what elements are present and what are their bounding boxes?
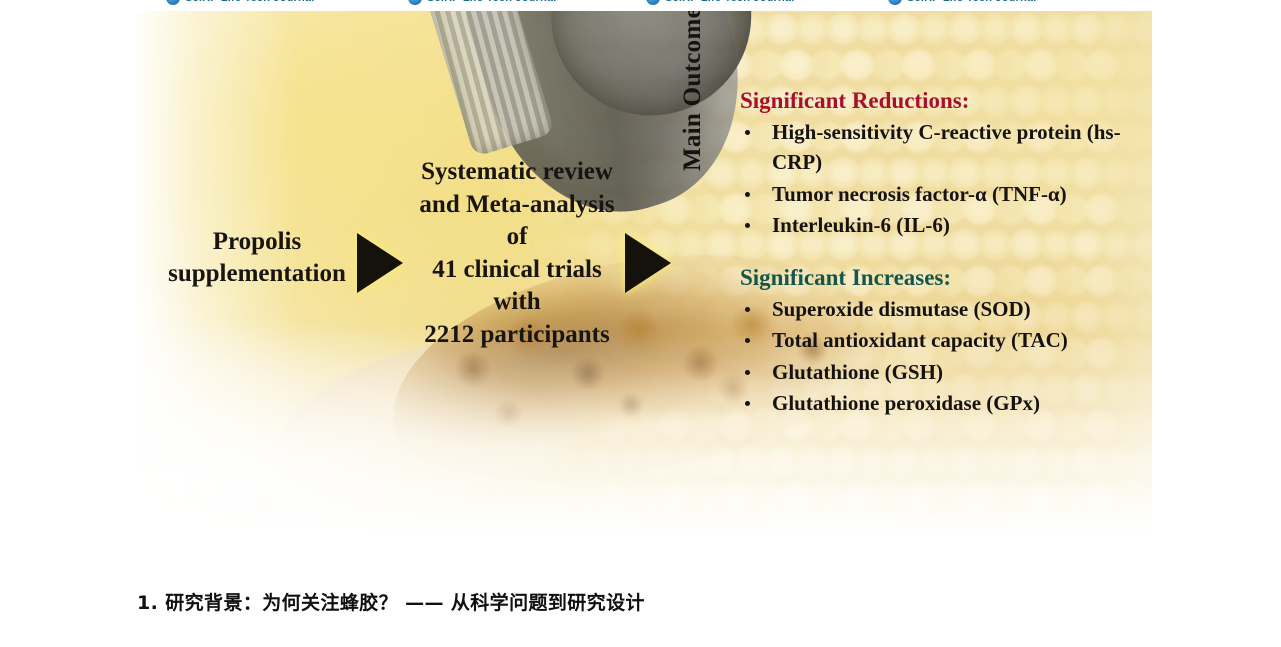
journal-logo-icon: [408, 0, 422, 5]
bullet-icon: [745, 191, 750, 197]
list-item: High-sensitivity C-reactive protein (hs-…: [740, 117, 1152, 177]
significant-reductions-heading: Significant Reductions:: [740, 88, 970, 113]
journal-banner-label: SciRP Life Tech Journal: [427, 0, 557, 4]
bullet-icon: [745, 222, 750, 228]
journal-banner-label: SciRP Life Tech Journal: [907, 0, 1037, 4]
significant-reductions-list: High-sensitivity C-reactive protein (hs-…: [740, 117, 1152, 240]
main-outcomes-lists: Significant Reductions: High-sensitivity…: [740, 87, 1152, 419]
list-item: Glutathione (GSH): [740, 357, 1152, 387]
bullet-icon: [745, 400, 750, 406]
list-item-label: Tumor necrosis factor-α (TNF-α): [772, 181, 1067, 206]
journal-banner-strip: SciRP Life Tech Journal SciRP Life Tech …: [136, 0, 1152, 11]
bullet-icon: [745, 338, 750, 344]
significant-reductions-block: Significant Reductions: High-sensitivity…: [740, 87, 1152, 240]
list-item-label: Glutathione peroxidase (GPx): [772, 390, 1040, 415]
right-arrow-icon: [625, 233, 671, 293]
list-item: Total antioxidant capacity (TAC): [740, 325, 1152, 355]
list-item-label: Glutathione (GSH): [772, 359, 943, 384]
journal-logo-icon: [888, 0, 902, 5]
list-item: Glutathione peroxidase (GPx): [740, 388, 1152, 418]
list-item: Tumor necrosis factor-α (TNF-α): [740, 179, 1152, 209]
journal-banner-item: SciRP Life Tech Journal: [646, 0, 795, 5]
bullet-icon: [745, 369, 750, 375]
stage-label-propolis-supplementation: Propolis supplementation: [168, 228, 346, 287]
bullet-icon: [745, 307, 750, 313]
list-item-label: Total antioxidant capacity (TAC): [772, 328, 1068, 353]
slide-caption: 1. 研究背景：为何关注蜂胶？ —— 从科学问题到研究设计: [137, 592, 645, 614]
list-item: Interleukin-6 (IL-6): [740, 210, 1152, 240]
graphical-abstract-figure: Propolis supplementation Systematic revi…: [136, 11, 1152, 551]
stage-label-systematic-review: Systematic review and Meta-analysis of 4…: [419, 158, 615, 348]
list-item-label: Superoxide dismutase (SOD): [772, 297, 1031, 322]
list-item: Superoxide dismutase (SOD): [740, 294, 1152, 324]
significant-increases-block: Significant Increases: Superoxide dismut…: [740, 264, 1152, 418]
journal-banner-label: SciRP Life Tech Journal: [185, 0, 315, 4]
journal-banner-item: SciRP Life Tech Journal: [166, 0, 315, 5]
list-item-label: High-sensitivity C-reactive protein (hs-…: [772, 120, 1121, 175]
journal-logo-icon: [646, 0, 660, 5]
journal-banner-label: SciRP Life Tech Journal: [665, 0, 795, 4]
journal-banner-item: SciRP Life Tech Journal: [408, 0, 557, 5]
significant-increases-list: Superoxide dismutase (SOD) Total antioxi…: [740, 294, 1152, 418]
right-arrow-icon: [357, 233, 403, 293]
significant-increases-heading: Significant Increases:: [740, 264, 952, 290]
main-outcomes-axis-label: Main Outcomes: [679, 11, 706, 172]
bullet-icon: [745, 130, 750, 136]
list-item-label: Interleukin-6 (IL-6): [772, 212, 950, 237]
journal-banner-item: SciRP Life Tech Journal: [888, 0, 1037, 5]
journal-logo-icon: [166, 0, 180, 5]
